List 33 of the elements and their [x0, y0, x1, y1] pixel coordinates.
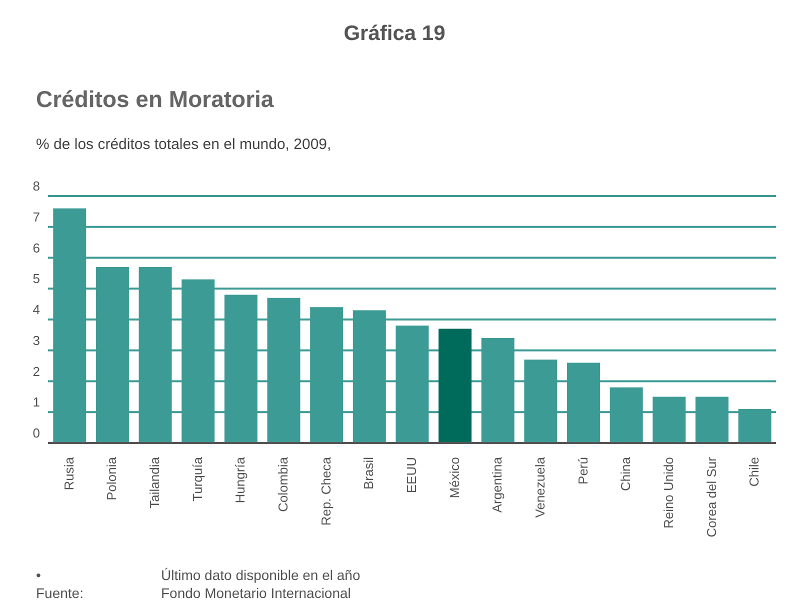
- x-tick-label: China: [618, 456, 634, 491]
- x-tick-label: Rep. Checa: [318, 456, 334, 526]
- x-tick-label: Venezuela: [532, 456, 548, 518]
- x-tick-label: Tailandia: [147, 456, 162, 508]
- y-tick-label: 0: [32, 426, 40, 441]
- chart-title: Créditos en Moratoria: [36, 86, 274, 113]
- y-tick-label: 8: [32, 178, 40, 194]
- y-tick-label: 2: [32, 364, 40, 379]
- x-tick-label: Polonia: [104, 456, 120, 500]
- y-tick-label: 1: [32, 394, 40, 410]
- x-tick-label: EEUU: [404, 457, 419, 494]
- y-tick-label: 4: [32, 302, 40, 318]
- y-tick-label: 3: [32, 332, 40, 348]
- chart-subtitle: % de los créditos totales en el mundo, 2009,: [36, 136, 332, 153]
- x-tick-label: Argentina: [490, 456, 505, 513]
- x-tick-label: Corea del Sur: [704, 456, 719, 538]
- x-tick-label: Hungría: [232, 456, 248, 504]
- x-tick-label: Perú: [575, 457, 590, 484]
- x-tick-label: Brasil: [361, 456, 376, 490]
- x-tick-label: Reino Unido: [660, 457, 676, 529]
- y-tick-label: 6: [32, 240, 40, 256]
- x-tick-label: Rusia: [61, 456, 76, 490]
- source-note: Fuente:: [36, 584, 84, 602]
- y-tick-label: 5: [32, 271, 40, 286]
- y-tick-label: 7: [32, 209, 40, 224]
- text: Gráfica 19: [342, 22, 446, 46]
- x-tick-label: Colombia: [276, 456, 291, 512]
- x-tick-label: México: [446, 457, 462, 498]
- x-tick-label: Chile: [746, 457, 762, 487]
- text: Fondo Monetario Internacional: [161, 584, 351, 602]
- x-tick-label: Turquía: [190, 456, 205, 502]
- text: Último dato disponible en el año: [161, 566, 360, 584]
- text: •: [36, 566, 42, 584]
